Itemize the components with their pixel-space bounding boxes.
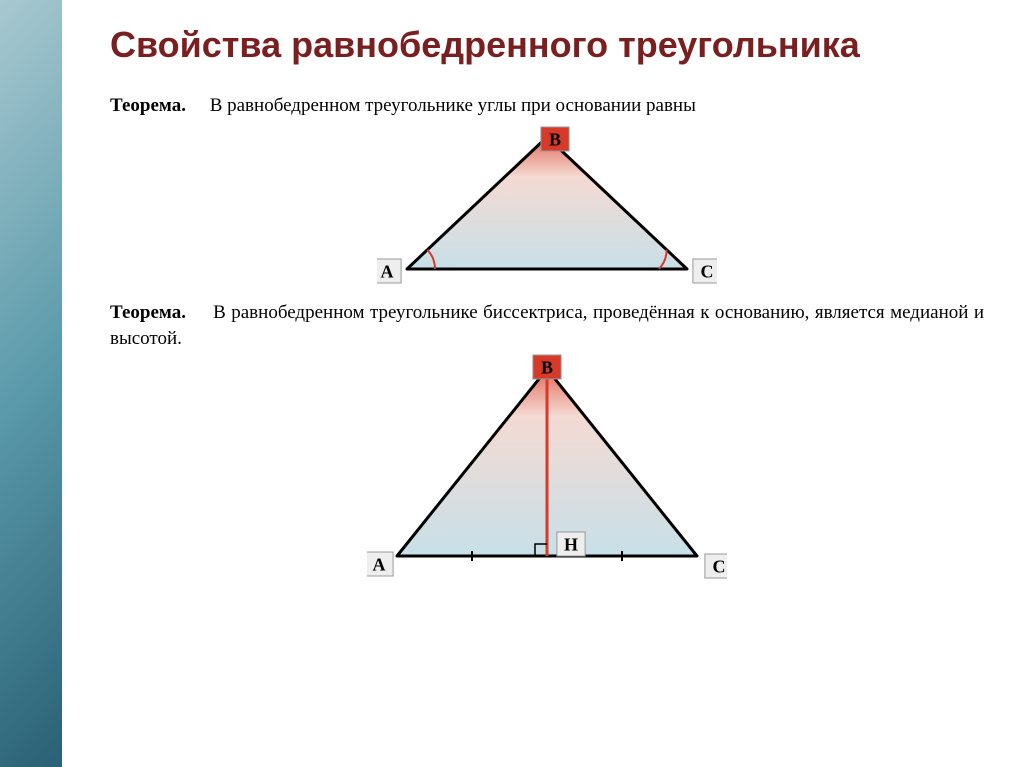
side-accent — [0, 0, 62, 767]
figure-1-wrap: A B C — [110, 119, 984, 294]
svg-text:A: A — [381, 261, 394, 281]
svg-text:H: H — [564, 535, 578, 555]
svg-text:C: C — [713, 557, 726, 577]
svg-text:B: B — [549, 129, 561, 149]
page-title: Свойства равнобедренного треугольника — [110, 24, 984, 65]
svg-text:C: C — [701, 261, 714, 281]
figure-2-wrap: A B C H — [110, 351, 984, 586]
figure-1: A B C — [377, 119, 717, 289]
svg-text:A: A — [373, 555, 386, 575]
theorem-2-text: В равнобедренном треугольнике биссектрис… — [110, 302, 984, 349]
theorem-1: Теорема. В равнобедренном треугольнике у… — [110, 93, 984, 119]
svg-text:B: B — [541, 358, 553, 378]
slide-content: Свойства равнобедренного треугольника Те… — [62, 0, 1024, 586]
theorem-1-label: Теорема. — [110, 95, 186, 116]
theorem-2-label: Теорема. — [110, 302, 186, 323]
figure-2: A B C H — [367, 351, 727, 581]
theorem-1-text: В равнобедренном треугольнике углы при о… — [210, 95, 696, 116]
theorem-2: Теорема. В равнобедренном треугольнике б… — [110, 300, 984, 351]
